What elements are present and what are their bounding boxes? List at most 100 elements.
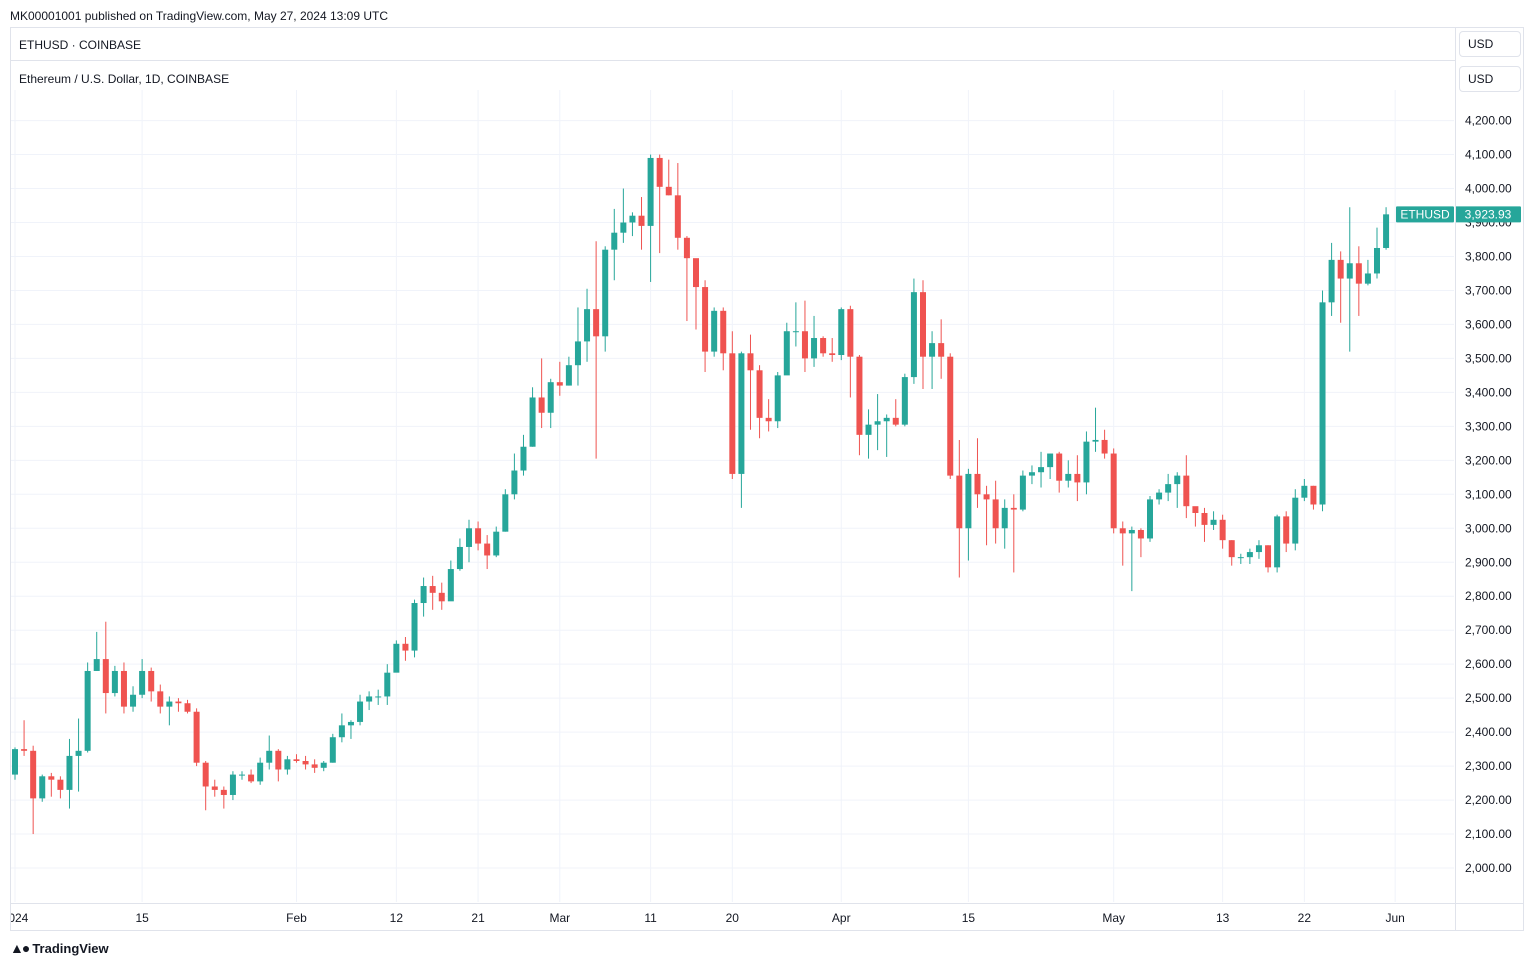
- candle-body: [1119, 528, 1126, 534]
- candle-body: [929, 343, 936, 357]
- candle-body: [1374, 247, 1380, 274]
- candle-body: [257, 762, 264, 782]
- candle-body: [57, 779, 64, 790]
- candle-body: [39, 776, 46, 799]
- currency-unit-button[interactable]: USD: [1459, 31, 1521, 57]
- candlestick-chart[interactable]: 4,200.004,100.004,000.003,900.003,800.00…: [11, 28, 1523, 930]
- candle-body: [765, 417, 772, 422]
- candle-body: [584, 309, 591, 342]
- candle-body: [1074, 473, 1081, 483]
- candle-body: [711, 310, 718, 352]
- candle-body: [1201, 512, 1208, 525]
- candle-body: [1137, 529, 1144, 539]
- candle-body: [375, 696, 382, 698]
- candle-body: [983, 494, 990, 500]
- y-tick-label: 2,100.00: [1465, 827, 1512, 841]
- candle-body: [1265, 545, 1272, 568]
- candle-body: [338, 725, 345, 738]
- candle-body: [593, 309, 600, 337]
- x-tick-label: Jun: [1385, 911, 1404, 925]
- candle-body: [311, 764, 318, 768]
- candle-body: [184, 703, 191, 712]
- candle-body: [1047, 453, 1054, 468]
- candle-body: [910, 292, 917, 378]
- candle-body: [792, 331, 799, 333]
- candle-body: [329, 737, 336, 763]
- candle-body: [157, 691, 164, 707]
- candle-body: [193, 711, 200, 763]
- candle-body: [102, 659, 109, 694]
- candle-body: [21, 749, 28, 751]
- candle-body: [211, 786, 218, 790]
- candle-body: [420, 586, 427, 604]
- candle-body: [284, 759, 291, 770]
- y-tick-label: 4,100.00: [1465, 148, 1512, 162]
- candle-body: [302, 761, 309, 765]
- candle-body: [484, 543, 491, 556]
- candle-body: [801, 331, 808, 359]
- candle-body: [620, 222, 627, 233]
- candle-body: [611, 232, 618, 250]
- x-tick-label: Apr: [832, 911, 851, 925]
- x-tick-label: 20: [726, 911, 740, 925]
- last-price-symbol-tag: [1396, 206, 1454, 223]
- candle-body: [956, 475, 963, 529]
- y-tick-label: 2,300.00: [1465, 759, 1512, 773]
- candle-body: [1192, 506, 1199, 513]
- candle-body: [1355, 263, 1362, 284]
- candle-body: [139, 670, 146, 695]
- candle-body: [811, 338, 818, 359]
- candle-body: [693, 258, 699, 288]
- price-axis-unit-button[interactable]: USD: [1459, 66, 1521, 92]
- candle-body: [683, 237, 690, 259]
- candle-body: [820, 338, 827, 354]
- candle-body: [175, 701, 182, 704]
- candle-body: [1065, 473, 1072, 481]
- candle-body: [1147, 499, 1153, 539]
- candle-body: [674, 195, 681, 238]
- y-tick-label: 2,800.00: [1465, 589, 1512, 603]
- symbol-bar: ETHUSD · COINBASE: [11, 28, 1455, 61]
- candle-body: [829, 353, 836, 356]
- candle-body: [774, 375, 781, 422]
- candle-body: [93, 659, 100, 671]
- y-tick-label: 2,500.00: [1465, 691, 1512, 705]
- candle-body: [111, 670, 118, 694]
- x-tick-label: 13: [1216, 911, 1230, 925]
- tradingview-logo-icon: ▲●: [10, 940, 30, 956]
- candle-body: [702, 287, 709, 352]
- candle-body: [130, 694, 137, 707]
- candle-body: [502, 494, 509, 532]
- candle-body: [992, 499, 999, 529]
- x-tick-label: 15: [962, 911, 976, 925]
- candle-body: [656, 157, 663, 187]
- candle-body: [892, 417, 899, 425]
- candle-body: [120, 670, 127, 707]
- candle-body: [366, 696, 373, 702]
- y-tick-label: 2,000.00: [1465, 861, 1512, 875]
- candle-body: [402, 643, 409, 651]
- y-tick-label: 3,800.00: [1465, 249, 1512, 263]
- candle-body: [1110, 453, 1117, 529]
- tradingview-logo[interactable]: ▲● TradingView: [10, 940, 109, 956]
- candle-body: [320, 762, 327, 768]
- candle-body: [974, 473, 981, 495]
- candle-body: [1183, 475, 1190, 507]
- candle-body: [629, 215, 636, 223]
- candle-body: [248, 774, 255, 782]
- time-axis-divider: [11, 903, 1523, 904]
- candle-body: [1310, 485, 1317, 505]
- y-tick-label: 2,200.00: [1465, 793, 1512, 807]
- y-tick-label: 2,900.00: [1465, 555, 1512, 569]
- last-price-symbol-text: ETHUSD: [1400, 207, 1450, 221]
- y-tick-label: 2,700.00: [1465, 623, 1512, 637]
- candle-body: [347, 721, 354, 726]
- candle-body: [920, 292, 926, 357]
- candle-body: [429, 586, 436, 593]
- candle-body: [357, 701, 364, 722]
- y-tick-label: 3,600.00: [1465, 317, 1512, 331]
- candle-body: [275, 750, 282, 770]
- candle-body: [756, 370, 763, 418]
- candle-body: [747, 353, 754, 371]
- candle-body: [1028, 472, 1035, 476]
